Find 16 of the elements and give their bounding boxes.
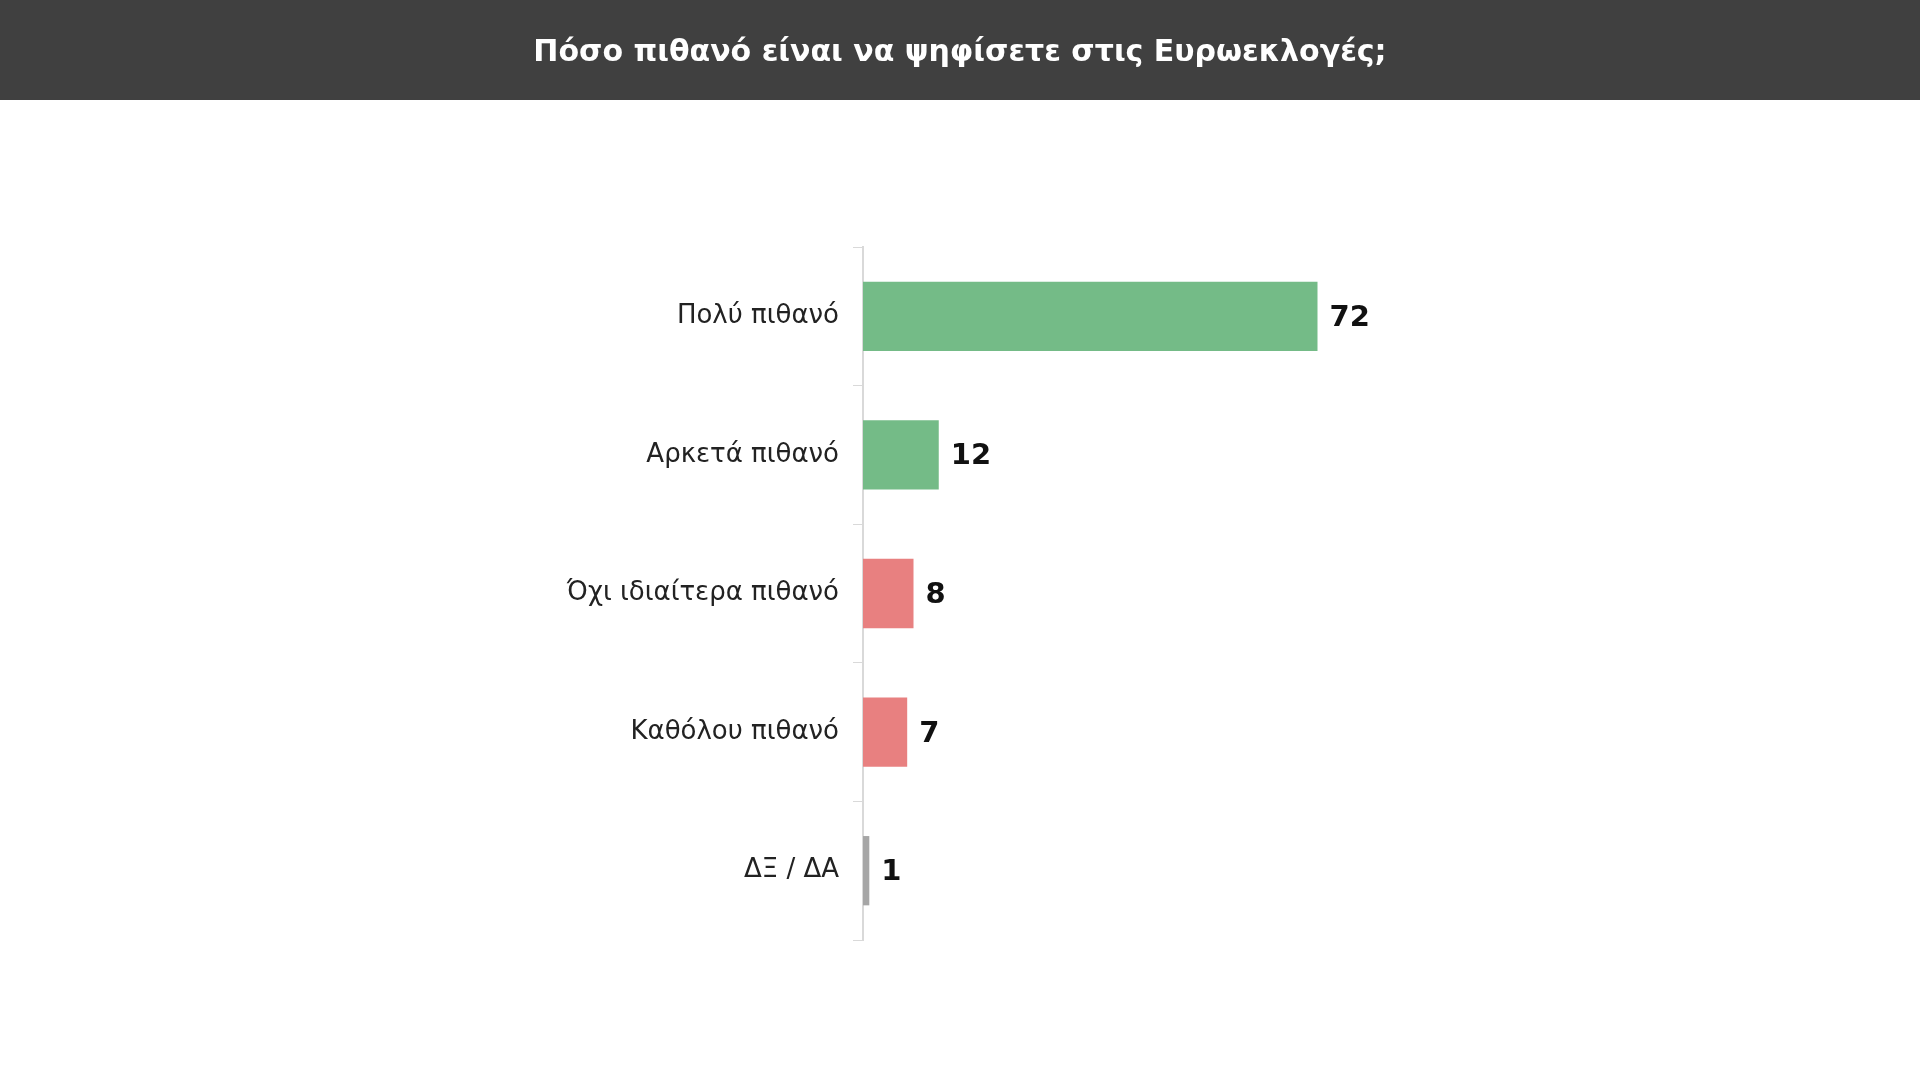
y-tick-label: Αρκετά πιθανό: [646, 437, 839, 468]
y-tick-label: ΔΞ / ΔΑ: [743, 853, 840, 884]
y-tick-label: Καθόλου πιθανό: [630, 714, 839, 745]
bar: [863, 697, 908, 767]
data-label: 8: [925, 576, 946, 611]
bar: [863, 558, 914, 629]
data-label: 1: [881, 853, 902, 888]
y-tick-label: Όχι ιδιαίτερα πιθανό: [565, 576, 839, 607]
chart-title: Πόσο πιθανό είναι να ψηφίσετε στις Ευρωεκλογές;: [0, 0, 1920, 100]
data-label: 12: [950, 437, 992, 472]
data-label: 7: [919, 714, 940, 749]
bar: [863, 420, 939, 490]
bar: [863, 281, 1318, 351]
y-tick-label: Πολύ πιθανό: [676, 299, 839, 330]
bar: [863, 836, 870, 906]
data-label: 72: [1329, 298, 1370, 333]
